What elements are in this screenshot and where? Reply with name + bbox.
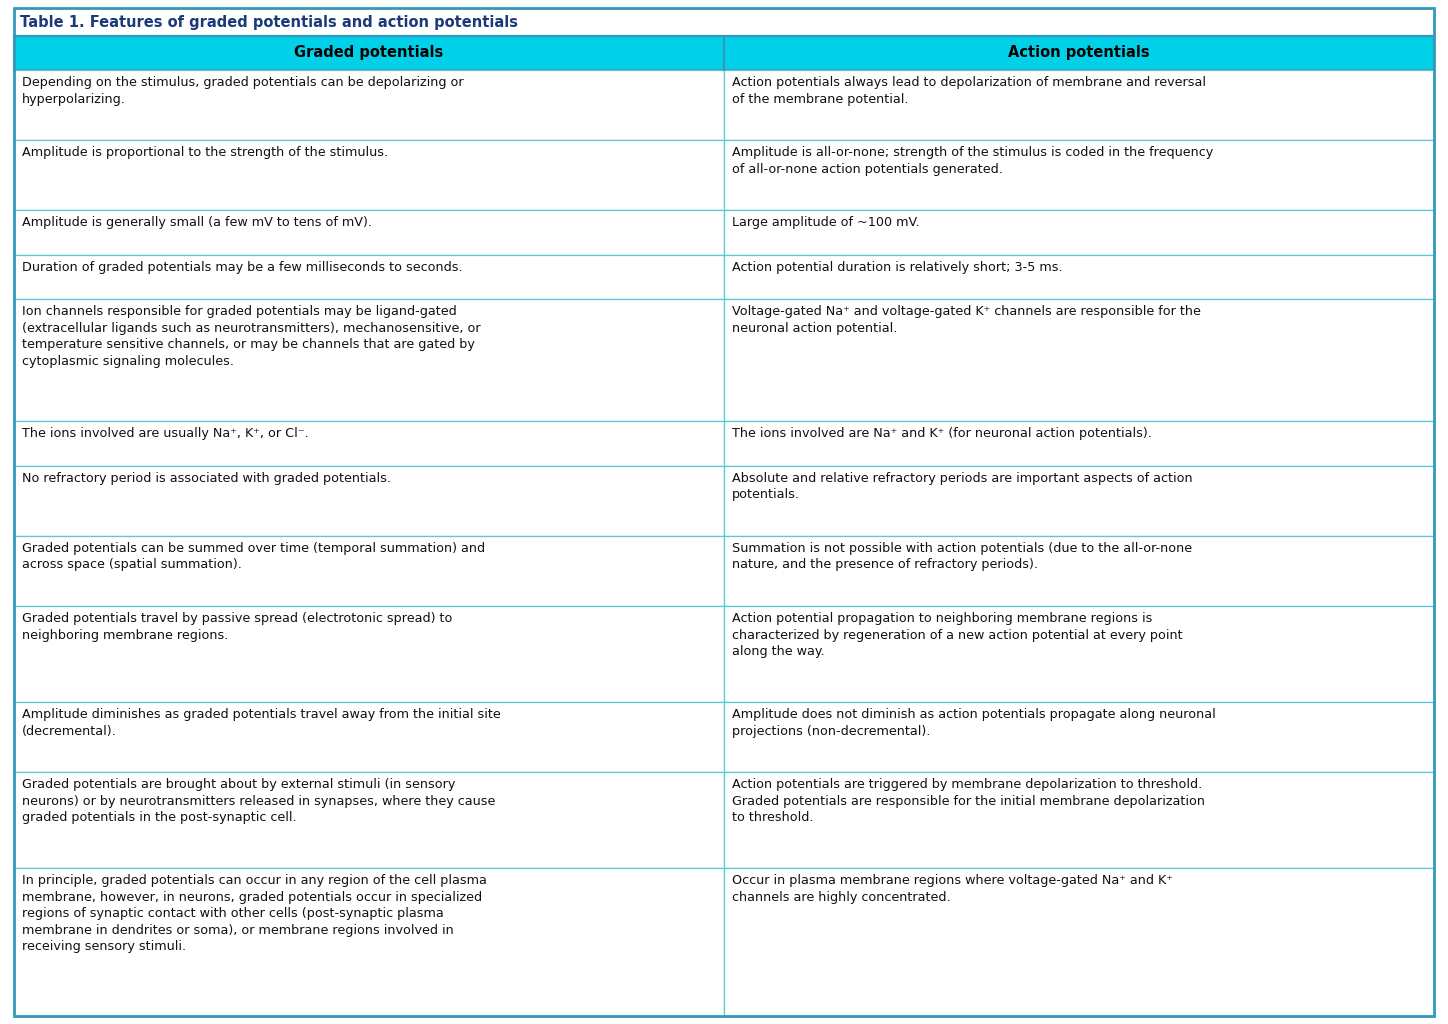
Text: Graded potentials can be summed over time (temporal summation) and
across space : Graded potentials can be summed over tim… — [22, 542, 485, 571]
FancyBboxPatch shape — [14, 868, 724, 1016]
FancyBboxPatch shape — [14, 772, 724, 868]
FancyBboxPatch shape — [724, 466, 1434, 536]
FancyBboxPatch shape — [14, 466, 724, 536]
Text: Action potentials always lead to depolarization of membrane and reversal
of the : Action potentials always lead to depolar… — [733, 76, 1206, 105]
Text: Table 1. Features of graded potentials and action potentials: Table 1. Features of graded potentials a… — [20, 14, 518, 30]
FancyBboxPatch shape — [14, 536, 724, 606]
Text: Amplitude is all-or-none; strength of the stimulus is coded in the frequency
of : Amplitude is all-or-none; strength of th… — [733, 146, 1213, 176]
Text: Absolute and relative refractory periods are important aspects of action
potenti: Absolute and relative refractory periods… — [733, 472, 1193, 501]
Text: Graded potentials travel by passive spread (electrotonic spread) to
neighboring : Graded potentials travel by passive spre… — [22, 612, 452, 642]
FancyBboxPatch shape — [14, 36, 1434, 70]
Text: Amplitude is proportional to the strength of the stimulus.: Amplitude is proportional to the strengt… — [22, 146, 388, 160]
FancyBboxPatch shape — [724, 70, 1434, 140]
FancyBboxPatch shape — [14, 702, 724, 772]
Text: Summation is not possible with action potentials (due to the all-or-none
nature,: Summation is not possible with action po… — [733, 542, 1192, 571]
FancyBboxPatch shape — [14, 255, 724, 299]
Text: No refractory period is associated with graded potentials.: No refractory period is associated with … — [22, 472, 391, 484]
Text: In principle, graded potentials can occur in any region of the cell plasma
membr: In principle, graded potentials can occu… — [22, 874, 487, 953]
FancyBboxPatch shape — [14, 140, 724, 211]
Text: Occur in plasma membrane regions where voltage-gated Na⁺ and K⁺
channels are hig: Occur in plasma membrane regions where v… — [733, 874, 1173, 904]
Text: Action potentials: Action potentials — [1008, 45, 1150, 60]
FancyBboxPatch shape — [724, 211, 1434, 255]
Text: Graded potentials: Graded potentials — [294, 45, 443, 60]
Text: Duration of graded potentials may be a few milliseconds to seconds.: Duration of graded potentials may be a f… — [22, 261, 462, 274]
Text: Depending on the stimulus, graded potentials can be depolarizing or
hyperpolariz: Depending on the stimulus, graded potent… — [22, 76, 463, 105]
Text: Voltage-gated Na⁺ and voltage-gated K⁺ channels are responsible for the
neuronal: Voltage-gated Na⁺ and voltage-gated K⁺ c… — [733, 305, 1200, 335]
FancyBboxPatch shape — [14, 606, 724, 702]
FancyBboxPatch shape — [724, 702, 1434, 772]
FancyBboxPatch shape — [14, 211, 724, 255]
Text: Large amplitude of ~100 mV.: Large amplitude of ~100 mV. — [733, 216, 919, 229]
FancyBboxPatch shape — [724, 772, 1434, 868]
Text: Amplitude diminishes as graded potentials travel away from the initial site
(dec: Amplitude diminishes as graded potential… — [22, 709, 501, 737]
Text: Graded potentials are brought about by external stimuli (in sensory
neurons) or : Graded potentials are brought about by e… — [22, 778, 495, 824]
FancyBboxPatch shape — [724, 536, 1434, 606]
Text: Amplitude is generally small (a few mV to tens of mV).: Amplitude is generally small (a few mV t… — [22, 216, 372, 229]
FancyBboxPatch shape — [14, 421, 724, 466]
FancyBboxPatch shape — [724, 421, 1434, 466]
FancyBboxPatch shape — [724, 606, 1434, 702]
Text: Action potential propagation to neighboring membrane regions is
characterized by: Action potential propagation to neighbor… — [733, 612, 1183, 658]
Text: Action potentials are triggered by membrane depolarization to threshold.
Graded : Action potentials are triggered by membr… — [733, 778, 1205, 824]
FancyBboxPatch shape — [14, 299, 724, 421]
FancyBboxPatch shape — [14, 70, 724, 140]
Text: The ions involved are Na⁺ and K⁺ (for neuronal action potentials).: The ions involved are Na⁺ and K⁺ (for ne… — [733, 427, 1151, 440]
Text: Amplitude does not diminish as action potentials propagate along neuronal
projec: Amplitude does not diminish as action po… — [733, 709, 1216, 737]
Text: Ion channels responsible for graded potentials may be ligand-gated
(extracellula: Ion channels responsible for graded pote… — [22, 305, 481, 368]
Text: The ions involved are usually Na⁺, K⁺, or Cl⁻.: The ions involved are usually Na⁺, K⁺, o… — [22, 427, 308, 440]
Text: Action potential duration is relatively short; 3-5 ms.: Action potential duration is relatively … — [733, 261, 1063, 274]
FancyBboxPatch shape — [14, 8, 1434, 36]
FancyBboxPatch shape — [724, 868, 1434, 1016]
FancyBboxPatch shape — [724, 255, 1434, 299]
FancyBboxPatch shape — [724, 140, 1434, 211]
FancyBboxPatch shape — [724, 299, 1434, 421]
